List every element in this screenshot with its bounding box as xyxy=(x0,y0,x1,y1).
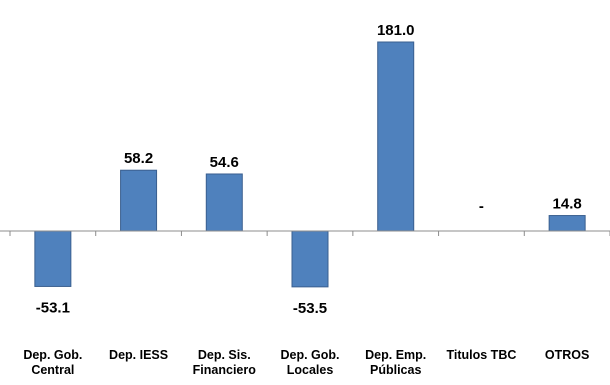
category-label-1-line-0: Dep. IESS xyxy=(109,348,168,362)
data-label-2: 54.6 xyxy=(210,154,239,171)
category-label-5: Titulos TBC xyxy=(446,348,516,362)
bar-4 xyxy=(377,41,415,232)
category-label-0: Dep. Gob. Central xyxy=(23,348,82,377)
category-label-3: Dep. Gob. Locales xyxy=(280,348,339,377)
bar-6 xyxy=(548,215,586,232)
data-label-0: -53.1 xyxy=(36,299,70,316)
data-label-5: - xyxy=(479,198,484,215)
category-label-2-line-1: Financiero xyxy=(193,363,257,377)
data-label-6: 14.8 xyxy=(553,196,582,213)
category-label-3-line-0: Dep. Gob. xyxy=(280,348,339,362)
category-label-5-line-0: Titulos TBC xyxy=(446,348,516,362)
category-label-3-line-1: Locales xyxy=(287,363,334,377)
category-label-1: Dep. IESS xyxy=(109,348,168,362)
bar-2 xyxy=(205,173,243,232)
bar-1 xyxy=(120,169,158,232)
category-label-6: OTROS xyxy=(545,348,589,362)
category-label-0-line-0: Dep. Gob. xyxy=(23,348,82,362)
category-label-6-line-0: OTROS xyxy=(545,348,589,362)
category-label-2: Dep. Sis. Financiero xyxy=(193,348,257,377)
data-label-4: 181.0 xyxy=(377,22,415,39)
data-label-3: -53.5 xyxy=(293,300,327,317)
category-label-4: Dep. Emp. Públicas xyxy=(365,348,426,377)
bar-0 xyxy=(34,230,72,287)
bar-3 xyxy=(291,230,329,288)
category-label-2-line-0: Dep. Sis. xyxy=(198,348,251,362)
category-label-0-line-1: Central xyxy=(31,363,74,377)
data-label-1: 58.2 xyxy=(124,150,153,167)
category-label-4-line-1: Públicas xyxy=(370,363,421,377)
category-label-4-line-0: Dep. Emp. xyxy=(365,348,426,362)
